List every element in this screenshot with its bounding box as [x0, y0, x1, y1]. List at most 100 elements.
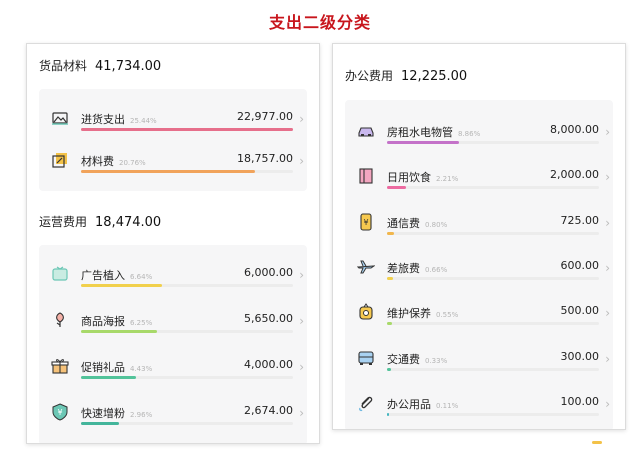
- progress-track: [81, 330, 293, 333]
- section-total: 18,474.00: [95, 215, 162, 230]
- category-row[interactable]: 材料费 20.76% 18,757.00 ›: [39, 143, 307, 183]
- progress-track: [81, 284, 293, 287]
- category-percent: 4.43%: [130, 365, 153, 373]
- category-label: 交通费: [387, 353, 420, 366]
- progress-fill: [81, 170, 255, 173]
- category-label: 日用饮食: [387, 171, 431, 184]
- section-header-goods: 货品材料 41,734.00: [39, 57, 161, 74]
- chevron-right-icon[interactable]: ›: [299, 314, 304, 328]
- category-amount: 18,757.00: [237, 152, 293, 165]
- category-label: 通信费: [387, 217, 420, 230]
- category-row[interactable]: 进货支出 25.44% 22,977.00 ›: [39, 101, 307, 141]
- progress-track: [387, 368, 599, 371]
- mountain-icon: [51, 109, 69, 127]
- category-row[interactable]: 房租水电物管 8.86% 8,000.00 ›: [345, 114, 613, 154]
- progress-fill: [81, 376, 137, 379]
- category-card-goods: 进货支出 25.44% 22,977.00 › 材料费 20.76% 18,757.…: [39, 89, 307, 191]
- category-row[interactable]: 广告植入 6.64% 6,000.00 ›: [39, 257, 307, 297]
- progress-fill: [81, 128, 293, 131]
- progress-track: [387, 186, 599, 189]
- chevron-right-icon[interactable]: ›: [605, 306, 610, 320]
- category-label: 材料费: [81, 155, 114, 168]
- chevron-right-icon[interactable]: ›: [605, 397, 610, 411]
- category-amount: 725.00: [560, 214, 600, 227]
- category-label: 广告植入: [81, 269, 125, 282]
- category-label: 促销礼品: [81, 361, 125, 374]
- progress-fill: [387, 368, 391, 371]
- category-percent: 8.86%: [458, 130, 481, 138]
- chevron-right-icon[interactable]: ›: [605, 170, 610, 184]
- category-label: 差旅费: [387, 262, 420, 275]
- category-row[interactable]: 商品海报 6.25% 5,650.00 ›: [39, 303, 307, 343]
- category-percent: 0.66%: [425, 266, 448, 274]
- category-row[interactable]: 差旅费 0.66% 600.00 ›: [345, 250, 613, 290]
- category-percent: 20.76%: [119, 159, 146, 167]
- progress-fill: [387, 186, 407, 189]
- chevron-right-icon[interactable]: ›: [605, 216, 610, 230]
- progress-fill: [387, 322, 393, 325]
- chevron-right-icon[interactable]: ›: [299, 154, 304, 168]
- category-label: 维护保养: [387, 307, 431, 320]
- chevron-right-icon[interactable]: ›: [605, 261, 610, 275]
- category-row[interactable]: ¥ 快速增粉 2.96% 2,674.00 ›: [39, 395, 307, 435]
- category-percent: 0.80%: [425, 221, 448, 229]
- category-card-operations: 广告植入 6.64% 6,000.00 › 商品海报 6.25% 5,650.00 …: [39, 245, 307, 443]
- category-percent: 6.64%: [130, 273, 153, 281]
- chevron-right-icon[interactable]: ›: [299, 112, 304, 126]
- category-amount: 600.00: [560, 259, 600, 272]
- section-title: 办公费用: [345, 69, 394, 83]
- category-percent: 0.11%: [436, 402, 459, 410]
- progress-track: [81, 128, 293, 131]
- category-label: 快速增粉: [81, 407, 125, 420]
- progress-track: [81, 422, 293, 425]
- category-row[interactable]: 日用饮食 2.21% 2,000.00 ›: [345, 159, 613, 199]
- progress-fill: [387, 413, 390, 416]
- category-row[interactable]: 交通费 0.33% 300.00 ›: [345, 341, 613, 381]
- progress-fill: [387, 277, 394, 280]
- paperclip-icon: [357, 394, 375, 412]
- plane-icon: [357, 258, 375, 276]
- category-amount: 22,977.00: [237, 110, 293, 123]
- edit-box-icon: [51, 151, 69, 169]
- scroll-peek-bar: [592, 441, 602, 444]
- category-amount: 2,000.00: [550, 168, 599, 181]
- category-row[interactable]: 维护保养 0.55% 500.00 ›: [345, 295, 613, 335]
- progress-track: [81, 170, 293, 173]
- category-card-office: 房租水电物管 8.86% 8,000.00 › 日用饮食 2.21% 2,000.0…: [345, 100, 613, 429]
- right-panel: 办公费用 12,225.00 房租水电物管 8.86% 8,000.00 › 日用饮…: [332, 43, 626, 430]
- progress-track: [387, 141, 599, 144]
- category-percent: 2.21%: [436, 175, 459, 183]
- section-total: 12,225.00: [401, 69, 468, 84]
- flower-icon: [51, 311, 69, 329]
- progress-track: [387, 413, 599, 416]
- progress-fill: [387, 232, 395, 235]
- category-percent: 2.96%: [130, 411, 153, 419]
- category-label: 进货支出: [81, 113, 125, 126]
- progress-fill: [81, 284, 162, 287]
- section-title: 运营费用: [39, 215, 88, 229]
- progress-track: [387, 277, 599, 280]
- chevron-right-icon[interactable]: ›: [299, 360, 304, 374]
- category-amount: 300.00: [560, 350, 600, 363]
- progress-track: [387, 232, 599, 235]
- category-percent: 25.44%: [130, 117, 157, 125]
- section-header-operations: 运营费用 18,474.00: [39, 213, 161, 230]
- chevron-right-icon[interactable]: ›: [299, 406, 304, 420]
- category-row[interactable]: 办公用品 0.11% 100.00 ›: [345, 386, 613, 426]
- book-icon: [357, 167, 375, 185]
- category-label: 房租水电物管: [387, 126, 453, 139]
- chevron-right-icon[interactable]: ›: [299, 268, 304, 282]
- chevron-right-icon[interactable]: ›: [605, 125, 610, 139]
- tv-icon: [51, 265, 69, 283]
- progress-track: [387, 322, 599, 325]
- category-row[interactable]: 促销礼品 4.43% 4,000.00 ›: [39, 349, 307, 389]
- section-header-office: 办公费用 12,225.00: [345, 67, 467, 84]
- category-row[interactable]: ¥ 通信费 0.80% 725.00 ›: [345, 205, 613, 245]
- progress-track: [81, 376, 293, 379]
- chevron-right-icon[interactable]: ›: [605, 352, 610, 366]
- category-percent: 0.55%: [436, 311, 459, 319]
- section-title: 货品材料: [39, 59, 88, 73]
- section-total: 41,734.00: [95, 59, 162, 74]
- progress-fill: [387, 141, 460, 144]
- phone-yen-icon: ¥: [357, 213, 375, 231]
